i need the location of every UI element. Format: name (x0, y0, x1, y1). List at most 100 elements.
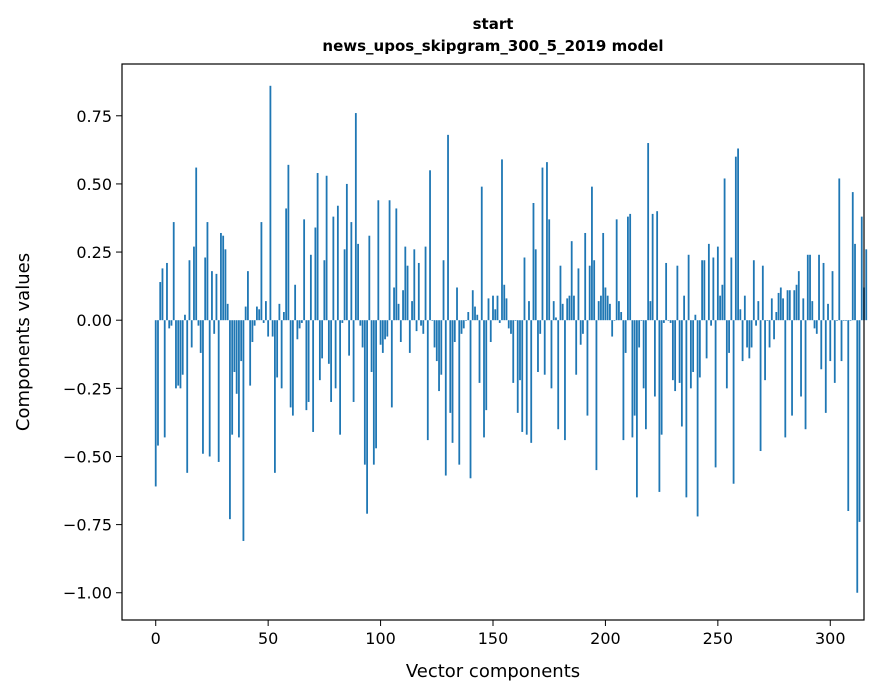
bar (474, 306, 476, 321)
bar (770, 298, 773, 321)
bar (242, 320, 245, 541)
bar (647, 143, 650, 321)
bar (791, 320, 793, 416)
bar (667, 320, 670, 321)
bar (215, 273, 218, 321)
chart-title: start (473, 15, 514, 33)
x-axis-ticks: 0 50 100 150 200 250 300 (151, 620, 846, 648)
bar (827, 303, 829, 321)
bar (231, 320, 234, 435)
bar (485, 320, 488, 411)
bar (345, 183, 348, 321)
bar (685, 320, 688, 498)
bar (278, 303, 281, 321)
bar (422, 320, 425, 334)
bar (593, 260, 596, 321)
bar (797, 271, 800, 321)
bar (642, 320, 645, 389)
bar (336, 205, 339, 321)
bar (163, 320, 166, 438)
bar (199, 320, 202, 353)
bar (480, 186, 483, 321)
bar (357, 243, 359, 321)
bar (761, 265, 764, 321)
bar (341, 320, 344, 323)
bar (624, 320, 627, 353)
bar (611, 320, 614, 337)
bar (195, 167, 198, 321)
bar (444, 320, 447, 476)
bar (743, 295, 746, 321)
bar (548, 219, 551, 321)
bar-series (154, 85, 868, 593)
bar (244, 306, 247, 321)
bar (426, 320, 429, 441)
bar (170, 320, 173, 326)
bar (390, 320, 393, 408)
bar (636, 320, 638, 498)
bar (609, 303, 611, 321)
bar (402, 290, 404, 321)
x-tick-label: 250 (703, 629, 734, 648)
y-tick-label: −0.75 (63, 516, 112, 535)
bar (229, 320, 231, 520)
y-tick-label: −0.25 (63, 379, 112, 398)
bar (764, 320, 766, 381)
bar (707, 243, 710, 321)
bar (332, 216, 335, 321)
bar (503, 284, 506, 321)
bar (384, 320, 386, 340)
bar (494, 309, 497, 321)
bar (649, 301, 652, 321)
x-tick-label: 50 (258, 629, 278, 648)
bar (498, 320, 501, 323)
bar (483, 320, 485, 438)
bar (584, 232, 587, 321)
bar (220, 232, 222, 321)
bar (712, 257, 715, 321)
bar (530, 320, 533, 443)
bar (417, 262, 420, 321)
y-axis-label: Components values (13, 253, 34, 431)
bar (516, 320, 519, 413)
bar (658, 320, 661, 492)
bar (633, 320, 636, 416)
bar (193, 246, 195, 321)
bar (860, 216, 863, 321)
bar (370, 320, 373, 372)
bar (730, 257, 733, 321)
bar (809, 254, 811, 321)
bar (512, 320, 515, 383)
bar (247, 271, 249, 321)
bar (507, 320, 510, 329)
bar (431, 320, 434, 321)
bar (534, 249, 537, 321)
bar (741, 320, 744, 362)
bar (406, 265, 409, 321)
bar (568, 295, 571, 321)
bar (300, 320, 303, 323)
bar (573, 295, 575, 321)
bar (197, 320, 200, 326)
bar (653, 320, 656, 397)
bar (728, 320, 730, 353)
bar (656, 211, 659, 321)
bar (240, 320, 243, 362)
bar (433, 320, 436, 348)
bar (258, 309, 261, 321)
bar (184, 314, 186, 321)
bar (836, 320, 838, 321)
bar (525, 320, 528, 435)
bar (368, 235, 371, 321)
bar (363, 320, 366, 465)
bar (858, 320, 861, 522)
bar (750, 320, 753, 348)
bar (698, 320, 701, 378)
bar (793, 290, 796, 321)
bar (800, 320, 802, 397)
bar (381, 320, 384, 353)
bar (249, 320, 252, 386)
bar (438, 320, 440, 392)
bar (779, 287, 782, 321)
bar (265, 301, 267, 321)
